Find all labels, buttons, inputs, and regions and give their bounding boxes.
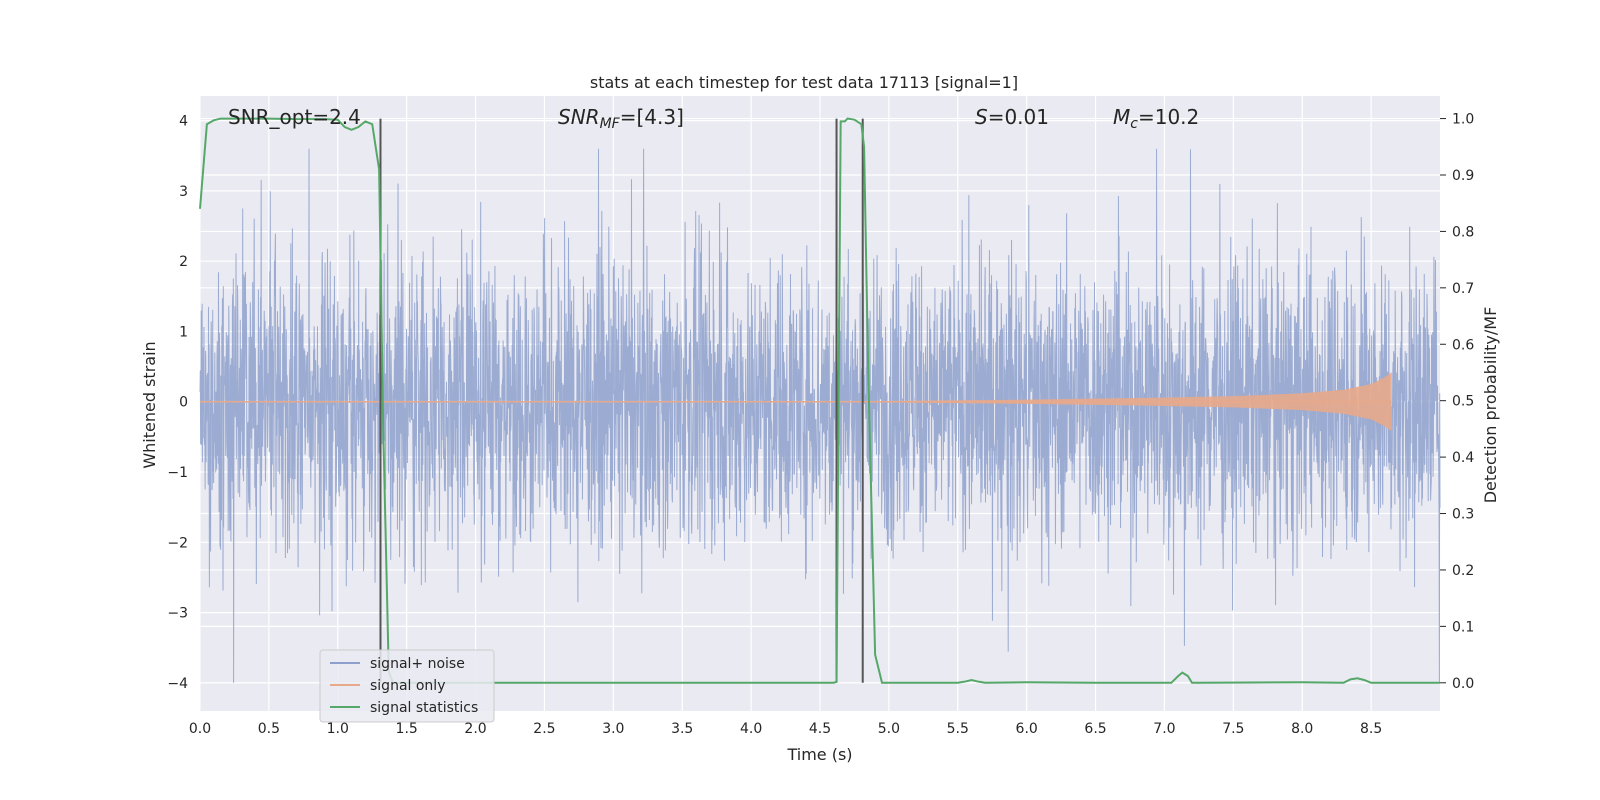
noise-trace <box>199 148 1441 683</box>
y-left-tick-labels: −4 −3 −2 −1 0 1 2 3 4 <box>167 114 188 692</box>
annotation-snr-opt: SNR_opt=2.4 <box>228 105 361 129</box>
x-tick-label: 0.0 <box>189 721 211 737</box>
annotation-s: S=0.01 <box>975 105 1049 129</box>
x-tick-label: 5.5 <box>947 721 969 737</box>
x-tick-label: 4.5 <box>809 721 831 737</box>
chart-title: stats at each timestep for test data 171… <box>590 73 1018 92</box>
y-right-tick-label: 0.6 <box>1452 337 1474 353</box>
y-right-tick-label: 0.7 <box>1452 281 1474 297</box>
x-tick-label: 8.0 <box>1291 721 1313 737</box>
y-left-tick-label: −4 <box>167 676 188 692</box>
y-right-tick-label: 0.8 <box>1452 224 1474 240</box>
x-tick-labels: 0.0 0.5 1.0 1.5 2.0 2.5 3.0 3.5 4.0 4.5 5.0 5.5 6.0 6… <box>189 721 1382 737</box>
y-left-tick-label: 3 <box>179 184 188 200</box>
y-left-tick-label: 2 <box>179 254 188 270</box>
x-tick-label: 2.0 <box>464 721 486 737</box>
y-right-tick-label: 0.1 <box>1452 619 1474 635</box>
x-tick-label: 6.5 <box>1084 721 1106 737</box>
signal-envelope <box>888 372 1392 432</box>
annotation-mc: Mc=10.2 <box>1113 105 1199 132</box>
legend-label-signal: signal only <box>370 678 445 694</box>
y-right-tick-label: 0.2 <box>1452 563 1474 579</box>
legend-label-stats: signal statistics <box>370 700 478 716</box>
signal-only-series <box>200 372 1392 432</box>
y-right-tick-label: 0.4 <box>1452 450 1474 466</box>
x-tick-label: 0.5 <box>258 721 280 737</box>
s-label: S <box>975 105 988 129</box>
x-tick-label: 1.5 <box>396 721 418 737</box>
y-right-tick-label: 0.9 <box>1452 168 1474 184</box>
y-left-tick-label: −3 <box>167 606 188 622</box>
mc-main: M <box>1113 105 1130 129</box>
mc-sub: c <box>1130 116 1138 132</box>
legend: signal+ noise signal only signal statist… <box>319 649 495 723</box>
x-tick-label: 3.0 <box>602 721 624 737</box>
x-tick-label: 1.0 <box>327 721 349 737</box>
x-tick-label: 8.5 <box>1360 721 1382 737</box>
statistics-line <box>199 117 1440 684</box>
x-tick-label: 7.0 <box>1153 721 1175 737</box>
y-left-tick-label: 4 <box>179 114 188 130</box>
signal-statistics-series <box>199 117 1440 684</box>
y-right-tick-label: 0.3 <box>1452 507 1474 523</box>
x-axis-label: Time (s) <box>786 745 852 764</box>
y-right-tick-label: 1.0 <box>1452 112 1474 128</box>
y-right-axis-label: Detection probability/MF <box>1481 307 1500 504</box>
legend-box <box>319 649 495 723</box>
y-right-tick-labels: 0.0 0.1 0.2 0.3 0.4 0.5 0.6 0.7 0.8 0.9 1.0 <box>1440 112 1474 692</box>
s-value: =0.01 <box>988 105 1049 129</box>
snr-mf-main: SNR <box>558 105 600 129</box>
x-tick-label: 4.0 <box>740 721 762 737</box>
x-tick-label: 2.5 <box>533 721 555 737</box>
y-left-tick-label: 0 <box>179 395 188 411</box>
signal-noise-series <box>199 148 1441 683</box>
x-tick-label: 7.5 <box>1222 721 1244 737</box>
y-left-tick-label: −2 <box>167 535 188 551</box>
snr-mf-value: =[4.3] <box>620 105 684 129</box>
mc-value: =10.2 <box>1138 105 1199 129</box>
y-right-tick-label: 0.5 <box>1452 394 1474 410</box>
y-left-tick-label: 1 <box>179 324 188 340</box>
x-tick-label: 5.0 <box>878 721 900 737</box>
snr-mf-sub: MF <box>600 116 621 132</box>
y-right-tick-label: 0.0 <box>1452 676 1474 692</box>
legend-label-noise: signal+ noise <box>370 656 465 672</box>
annotation-snr-mf: SNRMF=[4.3] <box>558 105 684 132</box>
x-tick-label: 6.0 <box>1016 721 1038 737</box>
y-left-tick-label: −1 <box>167 465 188 481</box>
y-left-axis-label: Whitened strain <box>140 341 159 468</box>
x-tick-label: 3.5 <box>671 721 693 737</box>
